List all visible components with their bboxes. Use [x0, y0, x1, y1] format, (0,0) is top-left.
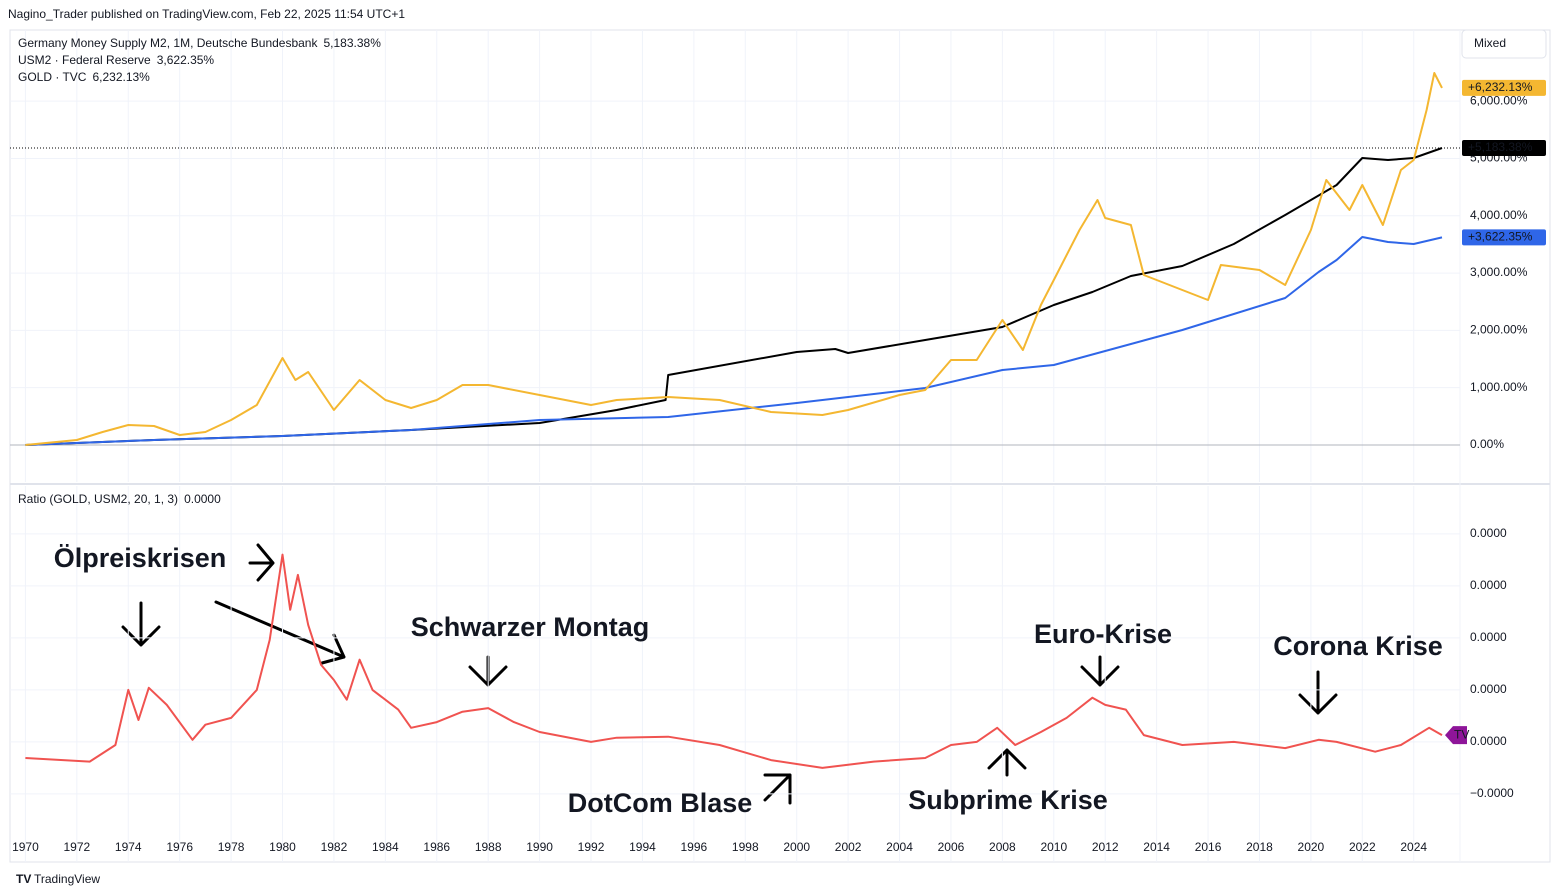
price-tag	[1462, 139, 1546, 156]
annotation: Ölpreiskrisen	[54, 543, 227, 573]
x-tick-label: 2024	[1400, 840, 1427, 854]
tv-marker-label: TV	[1454, 727, 1469, 741]
annotation: Schwarzer Montag	[411, 612, 650, 642]
x-tick-label: 1976	[166, 840, 193, 854]
x-tick-label: 2012	[1092, 840, 1119, 854]
series-line	[25, 147, 1443, 446]
legend-value: 3,622.35%	[157, 53, 215, 67]
series-line	[25, 236, 1443, 446]
x-tick-label: 1982	[321, 840, 348, 854]
frame	[9, 29, 1551, 863]
legend-name: GOLD · TVC	[18, 70, 87, 84]
y-tick-label: 0.0000	[1470, 682, 1507, 696]
x-tick-label: 1992	[578, 840, 605, 854]
x-tick-label: 1994	[629, 840, 656, 854]
price-tag	[1462, 79, 1546, 96]
price-tag-label: +3,622.35%	[1468, 230, 1533, 244]
x-tick-label: 1986	[423, 840, 450, 854]
legend-value: 0.0000	[184, 492, 221, 506]
annotation: Subprime Krise	[908, 785, 1108, 815]
grid	[10, 30, 1460, 862]
annotation: Euro-Krise	[1034, 619, 1172, 649]
x-tick-label: 1978	[218, 840, 245, 854]
series-line	[25, 553, 1443, 769]
y-tick-label: −0.0000	[1470, 786, 1514, 800]
legend-value: 6,232.13%	[92, 70, 150, 84]
x-tick-label: 2006	[938, 840, 965, 854]
x-tick-label: 1970	[12, 840, 39, 854]
x-tick-label: 1996	[681, 840, 708, 854]
arrow	[1080, 655, 1120, 687]
x-tick-label: 2008	[989, 840, 1016, 854]
y-tick-label: 2,000.00%	[1470, 323, 1528, 337]
x-tick-label: 2022	[1349, 840, 1376, 854]
y-tick-label: 0.0000	[1470, 630, 1507, 644]
x-tick-label: 1972	[63, 840, 90, 854]
x-tick-label: 1990	[526, 840, 553, 854]
legend-name: USM2 · Federal Reserve	[18, 53, 151, 67]
x-tick-label: 2000	[783, 840, 810, 854]
x-tick-label: 2010	[1040, 840, 1067, 854]
footer: TradingView	[34, 872, 100, 886]
tv-marker	[1445, 726, 1468, 745]
y-tick-label: 0.0000	[1470, 578, 1507, 592]
x-tick-label: 2004	[886, 840, 913, 854]
x-tick-label: 1988	[475, 840, 502, 854]
y-tick-label: 0.0000	[1470, 734, 1507, 748]
x-tick-label: 2020	[1298, 840, 1325, 854]
x-tick-label: 2002	[835, 840, 862, 854]
legend-name: Germany Money Supply M2, 1M, Deutsche Bu…	[18, 36, 318, 50]
y-tick-label: 4,000.00%	[1470, 208, 1528, 222]
y-tick-label: 0.0000	[1470, 526, 1507, 540]
publisher: Nagino_Trader published on TradingView.c…	[8, 7, 405, 21]
y-tick-label: 0.00%	[1470, 437, 1504, 451]
mode-label[interactable]: Mixed	[1474, 36, 1506, 50]
arrow	[248, 543, 275, 582]
x-tick-label: 1998	[732, 840, 759, 854]
arrow	[1298, 670, 1338, 715]
x-tick-label: 2016	[1195, 840, 1222, 854]
legend-value: 5,183.38%	[323, 36, 381, 50]
legend-name: Ratio (GOLD, USM2, 20, 1, 3)	[18, 492, 178, 506]
annotation: Corona Krise	[1273, 631, 1443, 661]
y-tick-label: 6,000.00%	[1470, 93, 1528, 107]
y-tick-label: 3,000.00%	[1470, 265, 1528, 279]
y-tick-label: 1,000.00%	[1470, 380, 1528, 394]
arrow	[214, 600, 346, 665]
price-tag-label: +6,232.13%	[1468, 80, 1533, 94]
x-tick-label: 2014	[1143, 840, 1170, 854]
x-tick-label: 1980	[269, 840, 296, 854]
arrow	[987, 748, 1027, 777]
annotation: DotCom Blase	[568, 788, 753, 818]
price-tag-label: +5,183.38%	[1468, 140, 1533, 154]
price-tag	[1462, 229, 1546, 246]
x-tick-label: 2018	[1246, 840, 1273, 854]
series-line	[25, 72, 1443, 446]
footer-logo: TV	[16, 872, 31, 886]
x-tick-label: 1974	[115, 840, 142, 854]
x-tick-label: 1984	[372, 840, 399, 854]
